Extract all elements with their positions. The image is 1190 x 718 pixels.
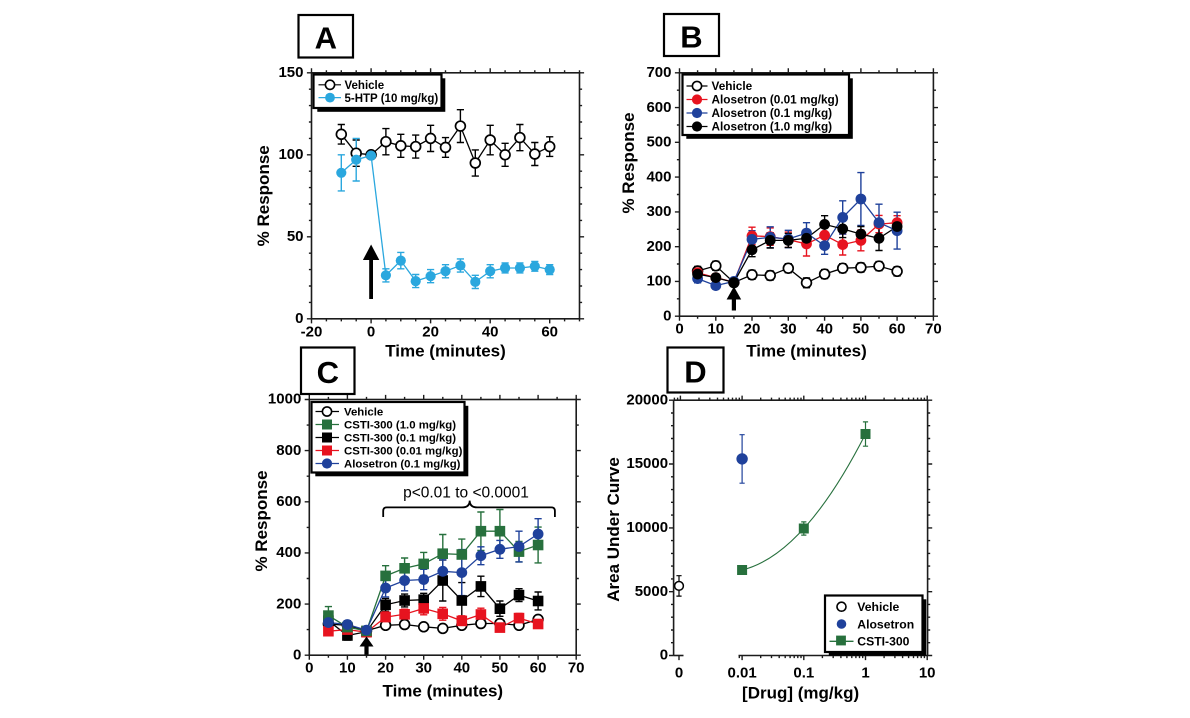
svg-text:30: 30: [780, 321, 797, 338]
svg-text:100: 100: [646, 273, 671, 290]
svg-text:200: 200: [646, 238, 671, 255]
svg-text:Alosetron (0.01 mg/kg): Alosetron (0.01 mg/kg): [712, 93, 839, 107]
svg-text:0.1: 0.1: [793, 665, 814, 682]
svg-text:Vehicle: Vehicle: [345, 80, 385, 92]
svg-text:10: 10: [919, 665, 936, 682]
svg-text:70: 70: [925, 321, 942, 338]
svg-text:0: 0: [305, 660, 313, 677]
svg-text:50: 50: [492, 660, 509, 677]
svg-text:0: 0: [675, 665, 683, 682]
svg-text:A: A: [315, 21, 337, 56]
svg-text:CSTI-300 (0.01 mg/kg): CSTI-300 (0.01 mg/kg): [344, 446, 463, 458]
svg-text:600: 600: [276, 493, 301, 510]
svg-text:0.01: 0.01: [727, 665, 756, 682]
svg-text:0: 0: [660, 647, 668, 664]
svg-text:1000: 1000: [268, 391, 301, 408]
svg-text:70: 70: [568, 660, 585, 677]
svg-text:Vehicle: Vehicle: [857, 600, 899, 614]
svg-text:0: 0: [293, 646, 301, 663]
svg-text:60: 60: [541, 323, 558, 340]
svg-text:600: 600: [646, 99, 671, 116]
svg-text:B: B: [680, 19, 702, 54]
svg-text:150: 150: [278, 64, 303, 81]
svg-text:60: 60: [889, 321, 906, 338]
svg-text:400: 400: [276, 544, 301, 561]
svg-text:0: 0: [295, 310, 303, 327]
svg-text:% Response: % Response: [254, 145, 273, 246]
svg-text:-20: -20: [301, 323, 323, 340]
svg-text:CSTI-300 (1.0 mg/kg): CSTI-300 (1.0 mg/kg): [344, 420, 456, 432]
svg-text:50: 50: [853, 321, 870, 338]
svg-text:50: 50: [287, 228, 304, 245]
svg-text:Time (minutes): Time (minutes): [385, 342, 506, 361]
svg-text:30: 30: [415, 660, 432, 677]
svg-text:20: 20: [422, 323, 439, 340]
svg-text:Area Under Curve: Area Under Curve: [604, 457, 623, 602]
svg-text:Alosetron: Alosetron: [857, 617, 914, 631]
svg-text:CSTI-300: CSTI-300: [857, 635, 909, 649]
svg-text:500: 500: [646, 134, 671, 151]
svg-text:10: 10: [707, 321, 724, 338]
svg-text:10000: 10000: [626, 519, 668, 536]
svg-text:Alosetron (1.0 mg/kg): Alosetron (1.0 mg/kg): [712, 120, 833, 134]
svg-text:800: 800: [276, 442, 301, 459]
svg-text:1: 1: [861, 665, 869, 682]
svg-text:D: D: [684, 354, 706, 389]
svg-text:0: 0: [367, 323, 375, 340]
svg-text:200: 200: [276, 595, 301, 612]
svg-text:C: C: [317, 355, 339, 390]
svg-text:40: 40: [482, 323, 499, 340]
svg-text:% Response: % Response: [619, 112, 638, 213]
svg-text:40: 40: [816, 321, 833, 338]
svg-text:20: 20: [744, 321, 761, 338]
svg-text:Time (minutes): Time (minutes): [383, 682, 504, 701]
svg-text:Vehicle: Vehicle: [344, 407, 383, 419]
svg-text:0: 0: [663, 307, 671, 324]
svg-text:20: 20: [377, 660, 394, 677]
svg-text:Alosetron (0.1 mg/kg): Alosetron (0.1 mg/kg): [712, 106, 833, 120]
svg-text:Alosetron (0.1 mg/kg): Alosetron (0.1 mg/kg): [344, 459, 461, 471]
svg-text:15000: 15000: [626, 455, 668, 472]
svg-text:Vehicle: Vehicle: [712, 79, 753, 93]
svg-text:40: 40: [453, 660, 470, 677]
svg-text:10: 10: [339, 660, 356, 677]
svg-text:Time (minutes): Time (minutes): [746, 342, 867, 361]
svg-text:p<0.01 to <0.0001: p<0.01 to <0.0001: [403, 485, 529, 502]
svg-text:5-HTP (10 mg/kg): 5-HTP (10 mg/kg): [345, 93, 439, 105]
svg-text:700: 700: [646, 64, 671, 81]
svg-text:20000: 20000: [626, 391, 668, 408]
svg-text:5000: 5000: [635, 583, 668, 600]
svg-text:60: 60: [530, 660, 547, 677]
svg-text:% Response: % Response: [252, 470, 271, 571]
svg-text:100: 100: [278, 146, 303, 163]
svg-text:[Drug] (mg/kg): [Drug] (mg/kg): [742, 684, 859, 703]
svg-text:300: 300: [646, 203, 671, 220]
svg-text:CSTI-300 (0.1 mg/kg): CSTI-300 (0.1 mg/kg): [344, 433, 456, 445]
svg-text:0: 0: [675, 321, 683, 338]
svg-text:400: 400: [646, 168, 671, 185]
